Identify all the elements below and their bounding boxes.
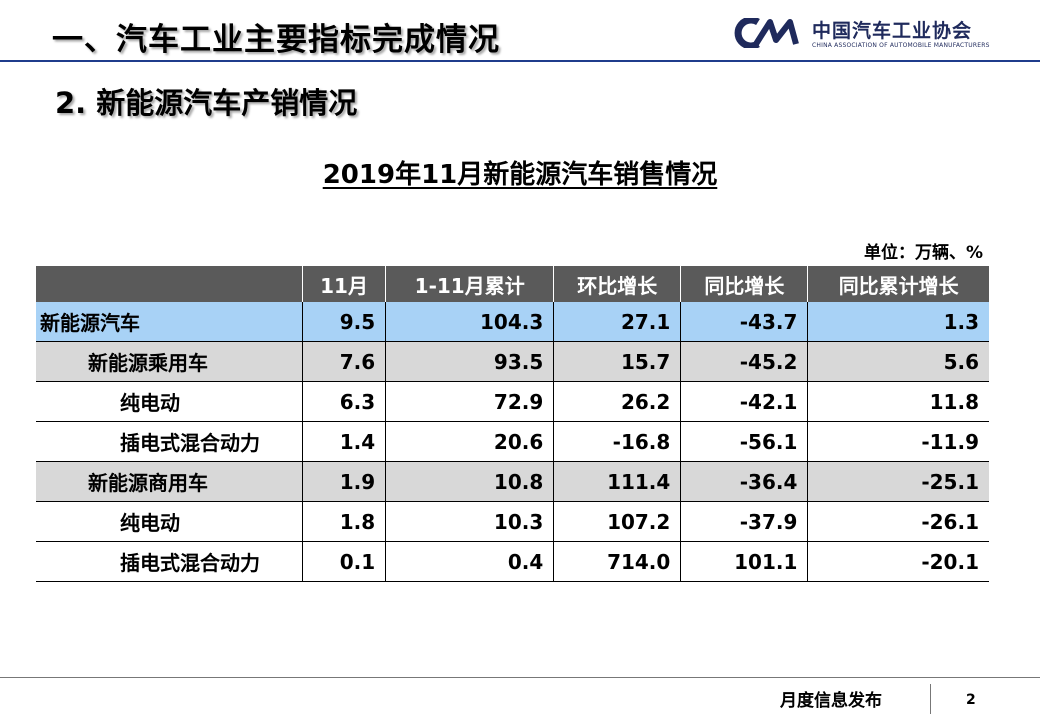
table-cell: 1.3	[807, 302, 989, 342]
column-header: 同比累计增长	[807, 266, 989, 302]
table-cell: 104.3	[385, 302, 555, 342]
table-cell: 1.9	[302, 461, 387, 502]
column-header: 1-11月累计	[385, 266, 555, 302]
table-row: 新能源商用车 1.9 10.8 111.4 -36.4 -25.1	[36, 461, 989, 502]
table-cell: 10.3	[385, 501, 555, 542]
table-cell: 27.1	[553, 302, 682, 342]
footer-label: 月度信息发布	[780, 691, 882, 711]
row-label: 纯电动	[36, 381, 303, 422]
table-cell: 5.6	[807, 341, 989, 382]
table-row: 纯电动 1.8 10.3 107.2 -37.9 -26.1	[36, 501, 989, 542]
sales-table: 11月 1-11月累计 环比增长 同比增长 同比累计增长 新能源汽车 9.5 1…	[36, 266, 989, 582]
table-cell: 26.2	[553, 381, 682, 422]
logo-cn-text: 中国汽车工业协会	[812, 20, 973, 42]
logo-en-text: CHINA ASSOCIATION OF AUTOMOBILE MANUFACT…	[812, 42, 990, 49]
table-cell: -36.4	[680, 461, 809, 502]
table-cell: 15.7	[553, 341, 682, 382]
table-cell: 0.4	[385, 541, 555, 582]
column-header: 11月	[302, 266, 387, 302]
table-cell: 72.9	[385, 381, 555, 422]
column-header	[36, 266, 303, 302]
caam-logo-icon	[734, 18, 799, 48]
table-header-row: 11月 1-11月累计 环比增长 同比增长 同比累计增长	[36, 266, 989, 302]
table-cell: 20.6	[385, 421, 555, 462]
unit-label: 单位：万辆、%	[863, 243, 983, 263]
header-divider	[0, 60, 1040, 62]
logo: 中国汽车工业协会 CHINA ASSOCIATION OF AUTOMOBILE…	[732, 14, 1002, 54]
table-row: 插电式混合动力 0.1 0.4 714.0 101.1 -20.1	[36, 541, 989, 582]
table-row: 新能源汽车 9.5 104.3 27.1 -43.7 1.3	[36, 302, 989, 342]
footer-divider	[0, 677, 1040, 678]
row-label: 新能源商用车	[36, 461, 303, 502]
row-label: 插电式混合动力	[36, 541, 303, 582]
table-cell: 10.8	[385, 461, 555, 502]
table-cell: 1.4	[302, 421, 387, 462]
column-header: 环比增长	[553, 266, 682, 302]
section-title: 2. 新能源汽车产销情况	[55, 86, 358, 120]
table-row: 插电式混合动力 1.4 20.6 -16.8 -56.1 -11.9	[36, 421, 989, 462]
table-cell: -42.1	[680, 381, 809, 422]
row-label: 新能源汽车	[36, 302, 303, 342]
table-cell: 7.6	[302, 341, 387, 382]
table-cell: -20.1	[807, 541, 989, 582]
table-cell: 111.4	[553, 461, 682, 502]
row-label: 纯电动	[36, 501, 303, 542]
table-row: 纯电动 6.3 72.9 26.2 -42.1 11.8	[36, 381, 989, 422]
table-cell: 101.1	[680, 541, 809, 582]
table-cell: 0.1	[302, 541, 387, 582]
table-cell: -45.2	[680, 341, 809, 382]
table-cell: -11.9	[807, 421, 989, 462]
table-cell: -26.1	[807, 501, 989, 542]
row-label: 新能源乘用车	[36, 341, 303, 382]
table-cell: -16.8	[553, 421, 682, 462]
column-header: 同比增长	[680, 266, 809, 302]
page-number: 2	[966, 692, 976, 708]
footer-separator	[930, 684, 931, 714]
table-cell: -43.7	[680, 302, 809, 342]
table-cell: 11.8	[807, 381, 989, 422]
table-row: 新能源乘用车 7.6 93.5 15.7 -45.2 5.6	[36, 341, 989, 382]
table-cell: 9.5	[302, 302, 387, 342]
table-cell: 107.2	[553, 501, 682, 542]
table-cell: -25.1	[807, 461, 989, 502]
table-cell: -56.1	[680, 421, 809, 462]
table-cell: 1.8	[302, 501, 387, 542]
table-cell: 6.3	[302, 381, 387, 422]
table-cell: -37.9	[680, 501, 809, 542]
row-label: 插电式混合动力	[36, 421, 303, 462]
table-cell: 714.0	[553, 541, 682, 582]
header-title: 一、汽车工业主要指标完成情况	[52, 22, 500, 58]
table-cell: 93.5	[385, 341, 555, 382]
table-title: 2019年11月新能源汽车销售情况	[322, 160, 718, 190]
